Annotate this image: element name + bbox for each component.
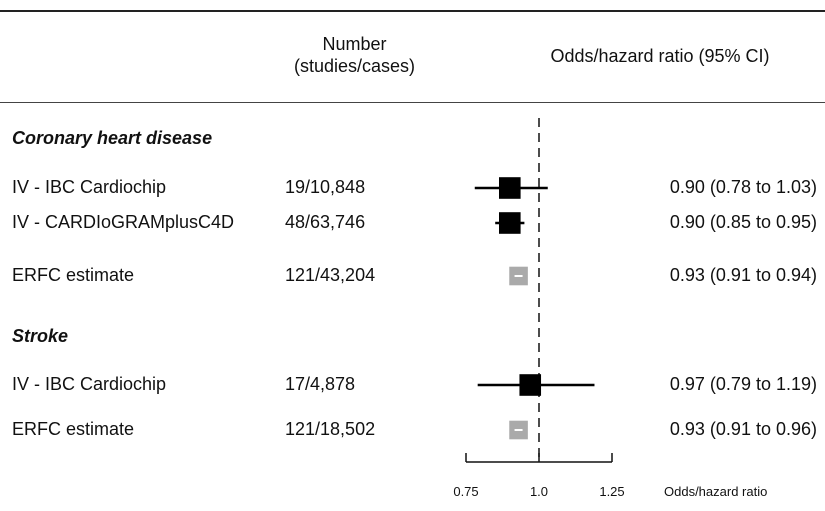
ratio-column-header: Odds/hazard ratio (95% CI)	[550, 46, 770, 66]
point-estimate-square	[499, 212, 521, 234]
point-estimate-square	[499, 177, 521, 199]
number-header-line1: Number	[322, 34, 387, 54]
x-tick-label: 1.0	[530, 484, 548, 499]
row-label: IV - IBC Cardiochip	[12, 177, 167, 197]
number-column-header: Number (studies/cases)	[272, 33, 437, 77]
section-title-stroke: Stroke	[12, 326, 69, 346]
x-tick-label: 0.75	[453, 484, 478, 499]
row-label: IV - IBC Cardiochip	[12, 374, 167, 394]
row-estimate: 0.97 (0.79 to 1.19)	[669, 374, 817, 394]
row-number: 17/4,878	[285, 374, 356, 394]
header-rule	[0, 102, 825, 103]
number-header-line2: (studies/cases)	[293, 56, 416, 76]
row-estimate: 0.90 (0.78 to 1.03)	[669, 177, 817, 197]
row-estimate: 0.93 (0.91 to 0.94)	[669, 265, 817, 285]
row-number: 19/10,848	[285, 177, 366, 197]
point-estimate-square	[519, 374, 542, 396]
row-label: ERFC estimate	[12, 419, 135, 439]
row-number: 121/43,204	[285, 265, 376, 285]
section-title-chd: Coronary heart disease	[12, 128, 213, 148]
row-label: ERFC estimate	[12, 265, 135, 285]
row-number: 48/63,746	[285, 212, 366, 232]
x-axis-label: Odds/hazard ratio	[664, 484, 767, 499]
row-estimate: 0.93 (0.91 to 0.96)	[669, 419, 817, 439]
row-number: 121/18,502	[285, 419, 376, 439]
x-tick-label: 1.25	[599, 484, 624, 499]
row-estimate: 0.90 (0.85 to 0.95)	[669, 212, 817, 232]
top-rule	[0, 10, 825, 12]
row-label: IV - CARDIoGRAMplusC4D	[12, 212, 235, 232]
